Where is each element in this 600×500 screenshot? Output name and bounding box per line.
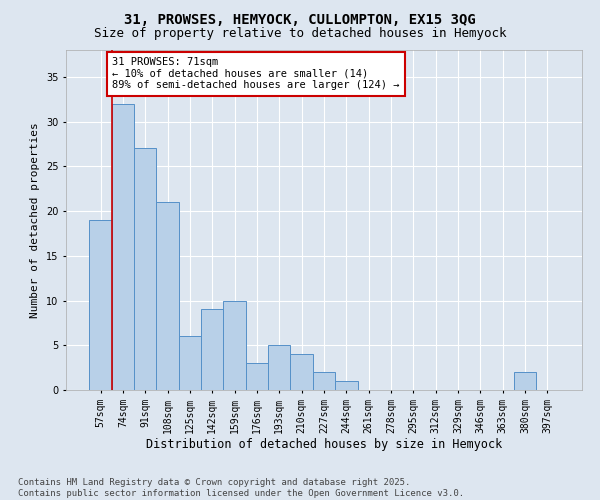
Bar bbox=[112, 104, 134, 390]
Text: Size of property relative to detached houses in Hemyock: Size of property relative to detached ho… bbox=[94, 28, 506, 40]
X-axis label: Distribution of detached houses by size in Hemyock: Distribution of detached houses by size … bbox=[146, 438, 502, 452]
Text: 31, PROWSES, HEMYOCK, CULLOMPTON, EX15 3QG: 31, PROWSES, HEMYOCK, CULLOMPTON, EX15 3… bbox=[124, 12, 476, 26]
Text: Contains HM Land Registry data © Crown copyright and database right 2025.
Contai: Contains HM Land Registry data © Crown c… bbox=[18, 478, 464, 498]
Bar bbox=[179, 336, 201, 390]
Bar bbox=[268, 346, 290, 390]
Bar bbox=[514, 372, 536, 390]
Bar bbox=[313, 372, 335, 390]
Y-axis label: Number of detached properties: Number of detached properties bbox=[31, 122, 40, 318]
Bar bbox=[89, 220, 112, 390]
Text: 31 PROWSES: 71sqm
← 10% of detached houses are smaller (14)
89% of semi-detached: 31 PROWSES: 71sqm ← 10% of detached hous… bbox=[112, 57, 400, 90]
Bar bbox=[223, 300, 246, 390]
Bar bbox=[134, 148, 157, 390]
Bar bbox=[201, 310, 223, 390]
Bar bbox=[157, 202, 179, 390]
Bar bbox=[246, 363, 268, 390]
Bar bbox=[290, 354, 313, 390]
Bar bbox=[335, 381, 358, 390]
